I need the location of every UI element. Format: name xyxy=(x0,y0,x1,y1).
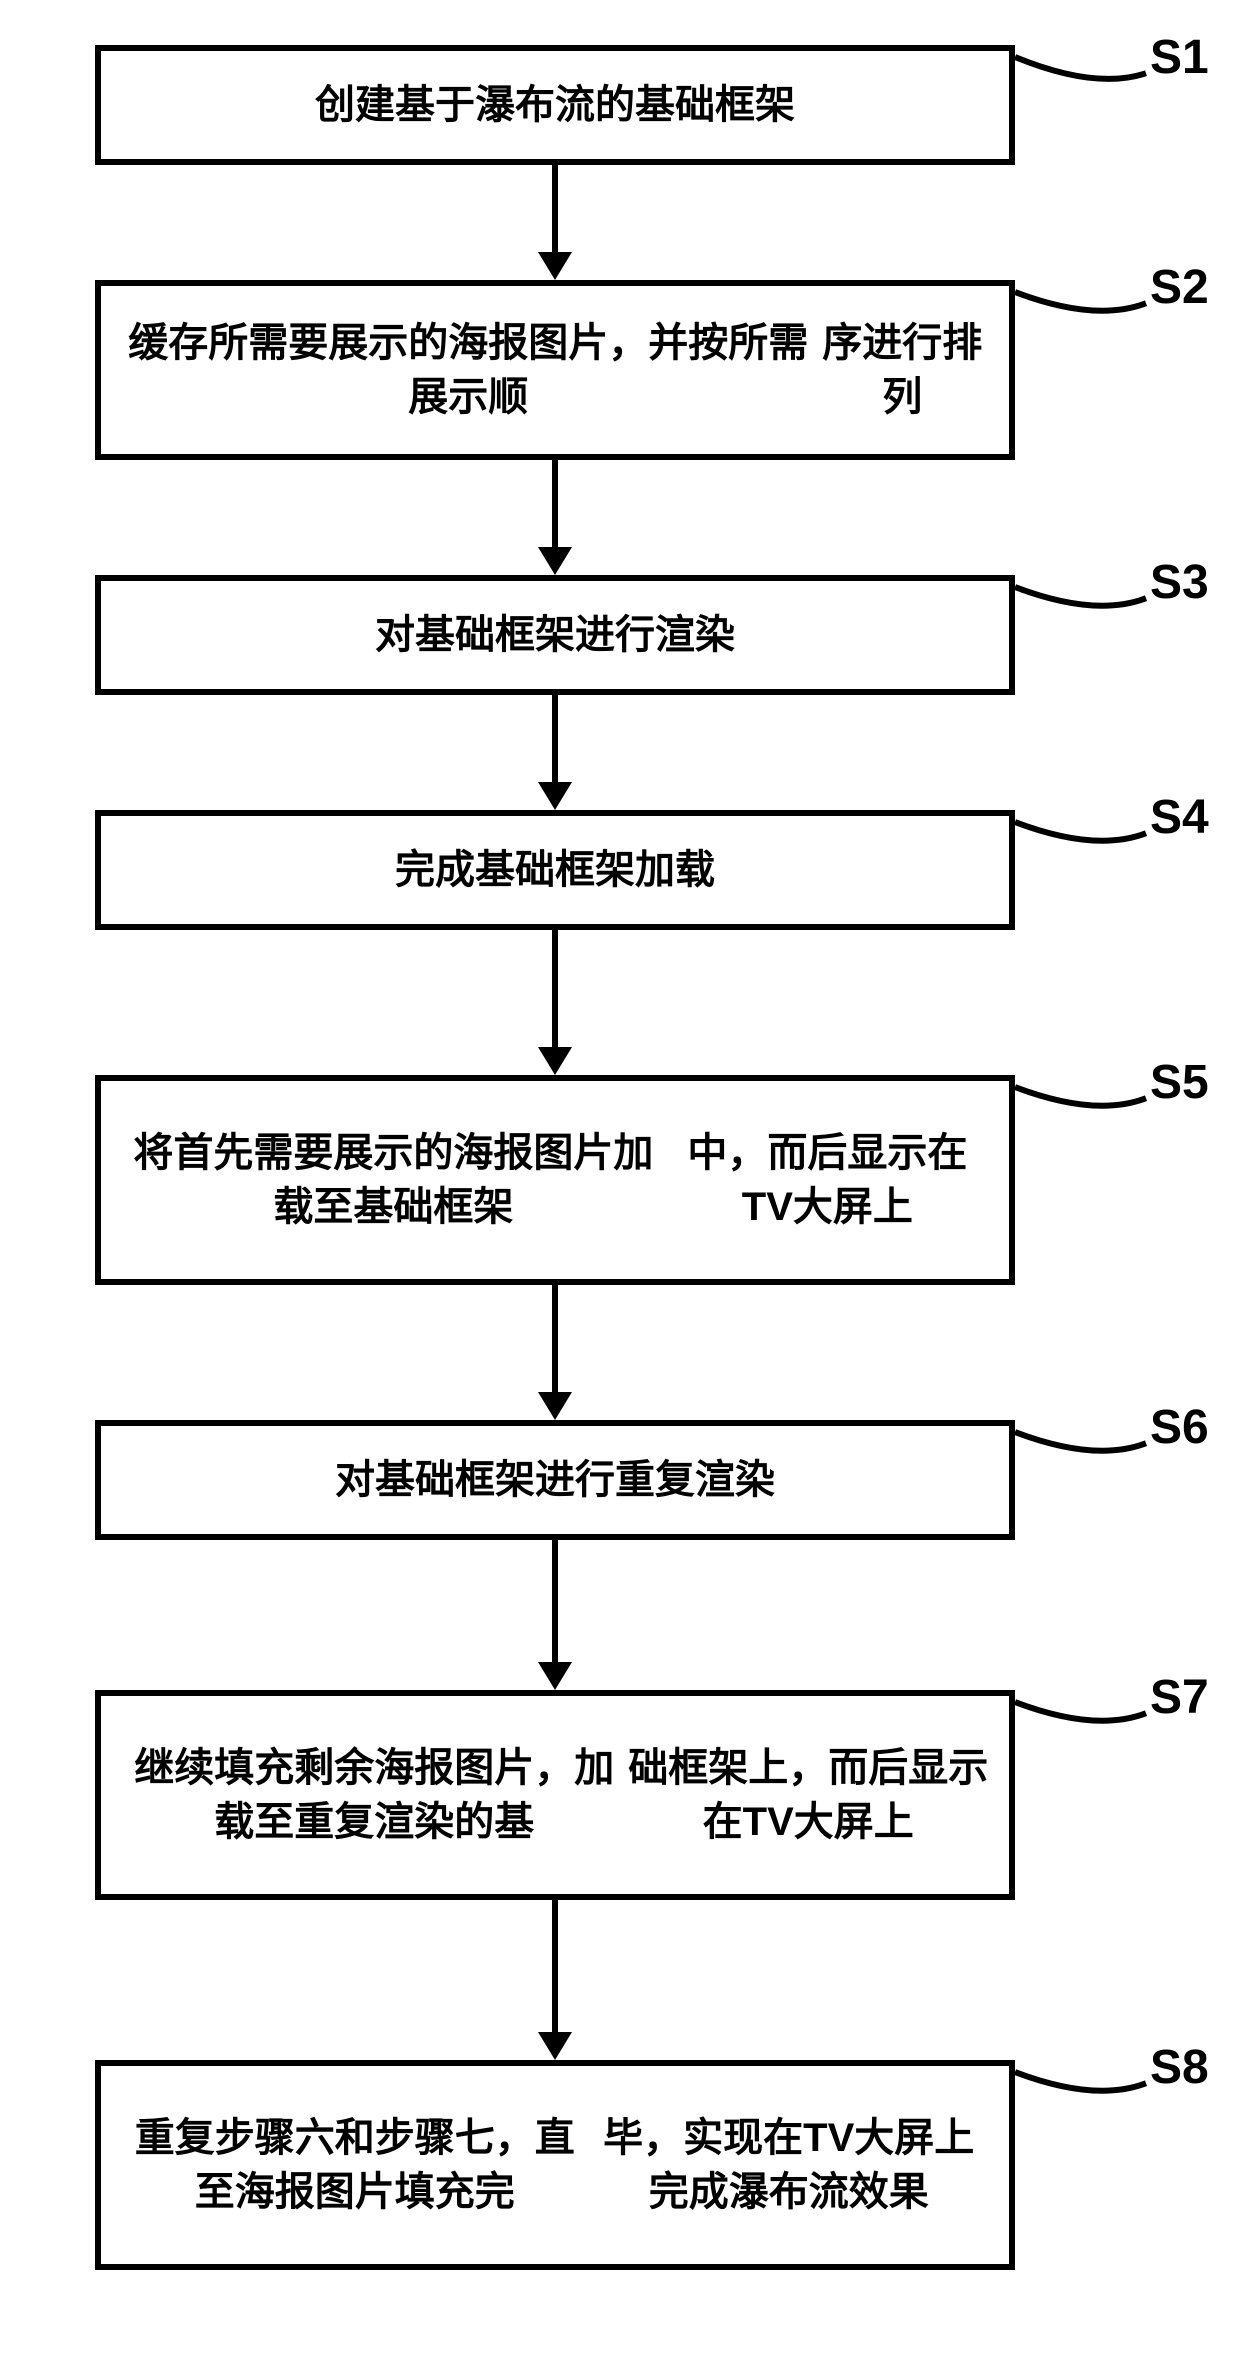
flow-node-s4: 完成基础框架加载 xyxy=(95,810,1015,930)
step-label-s4: S4 xyxy=(1150,790,1209,845)
step-label-s5: S5 xyxy=(1150,1055,1209,1110)
flow-node-s7: 继续填充剩余海报图片，加载至重复渲染的基础框架上，而后显示在TV大屏上 xyxy=(95,1690,1015,1900)
step-label-s2: S2 xyxy=(1150,260,1209,315)
flow-node-s3: 对基础框架进行渲染 xyxy=(95,575,1015,695)
flow-node-s5: 将首先需要展示的海报图片加载至基础框架中，而后显示在TV大屏上 xyxy=(95,1075,1015,1285)
step-label-s8: S8 xyxy=(1150,2040,1209,2095)
flow-node-s1: 创建基于瀑布流的基础框架 xyxy=(95,45,1015,165)
flow-node-s8: 重复步骤六和步骤七，直至海报图片填充完毕，实现在TV大屏上完成瀑布流效果 xyxy=(95,2060,1015,2270)
flowchart-canvas: 创建基于瀑布流的基础框架缓存所需要展示的海报图片，并按所需展示顺序进行排列对基础… xyxy=(0,0,1240,2376)
step-label-s3: S3 xyxy=(1150,555,1209,610)
flow-node-s2: 缓存所需要展示的海报图片，并按所需展示顺序进行排列 xyxy=(95,280,1015,460)
step-label-s1: S1 xyxy=(1150,30,1209,85)
flow-node-s6: 对基础框架进行重复渲染 xyxy=(95,1420,1015,1540)
step-label-s7: S7 xyxy=(1150,1670,1209,1725)
step-label-s6: S6 xyxy=(1150,1400,1209,1455)
